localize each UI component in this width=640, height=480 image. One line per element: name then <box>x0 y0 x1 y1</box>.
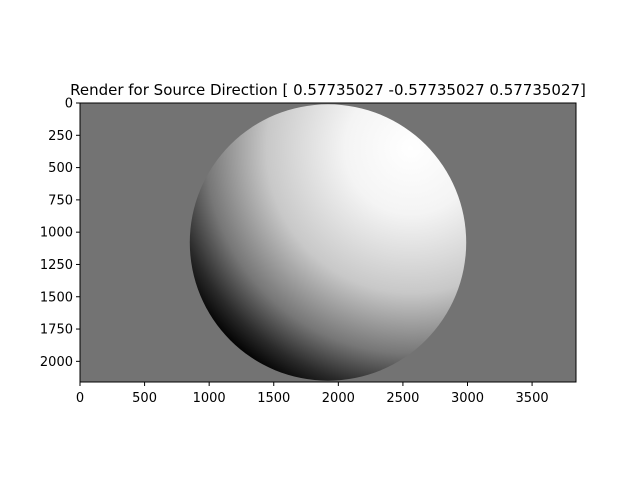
y-tick-label: 750 <box>48 193 73 208</box>
y-tick-label: 1000 <box>40 226 73 241</box>
y-axis-ticks: 0 250 500 750 1000 1250 1500 1750 2000 <box>40 97 80 370</box>
x-tick-label: 3000 <box>451 391 484 406</box>
x-tick-label: 2000 <box>322 391 355 406</box>
x-tick-label: 500 <box>132 391 157 406</box>
plot-area <box>80 103 576 382</box>
rendered-sphere <box>189 104 467 381</box>
x-tick-label: 2500 <box>386 391 419 406</box>
x-tick-label: 1500 <box>257 391 290 406</box>
x-axis-ticks: 0 500 1000 1500 2000 2500 3000 3500 <box>76 382 549 406</box>
x-tick-label: 1000 <box>193 391 226 406</box>
y-tick-label: 1500 <box>40 290 73 305</box>
y-tick-label: 500 <box>48 161 73 176</box>
y-tick-label: 1250 <box>40 258 73 273</box>
y-tick-label: 2000 <box>40 355 73 370</box>
x-tick-label: 3500 <box>516 391 549 406</box>
axes-frame <box>79 102 577 383</box>
y-tick-label: 1750 <box>40 323 73 338</box>
y-tick-label: 250 <box>48 129 73 144</box>
y-tick-label: 0 <box>65 97 73 112</box>
x-tick-label: 0 <box>76 391 84 406</box>
chart-title: Render for Source Direction [ 0.57735027… <box>70 81 586 99</box>
